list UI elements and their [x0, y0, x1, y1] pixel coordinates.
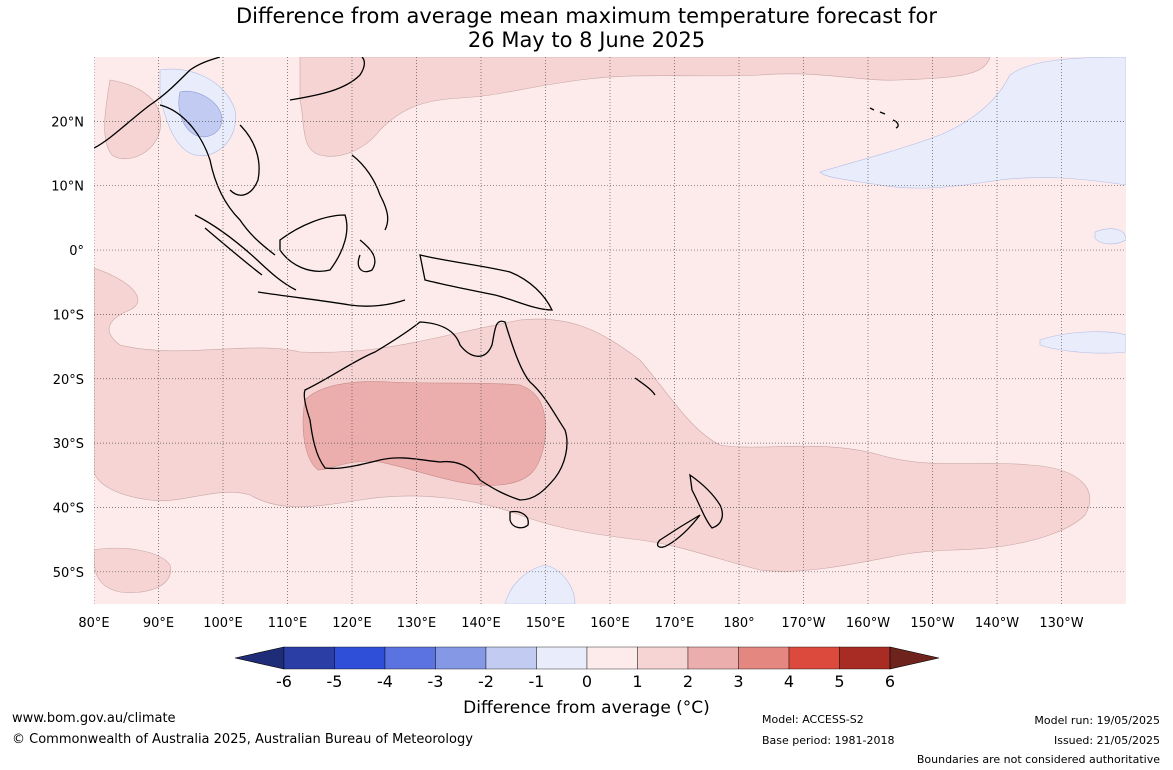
- coastline-new-zealand-south: [656, 514, 701, 548]
- colorbar-bin: [384, 646, 436, 670]
- colorbar-over-extension: [889, 646, 940, 670]
- latitude-label: 50°S: [53, 566, 84, 581]
- colorbar-bin: [586, 646, 638, 670]
- longitude-label: 180°: [723, 616, 754, 631]
- anomaly-region-1-to-2-southwest: [94, 547, 171, 593]
- latitude-label: 40°S: [53, 501, 84, 516]
- coastline-sulawesi-philippines: [351, 154, 389, 273]
- colorbar-under-extension: [234, 646, 285, 670]
- colorbar-tick-label: 3: [733, 672, 743, 691]
- colorbar-tick-label: 0: [582, 672, 592, 691]
- title-line-1: Difference from average mean maximum tem…: [236, 4, 937, 28]
- disclaimer-text: Boundaries are not considered authoritat…: [916, 753, 1160, 766]
- colorbar-tick-label: -5: [327, 672, 343, 691]
- colorbar-bin: [637, 646, 689, 670]
- base-period-text: Base period: 1981-2018: [762, 734, 895, 747]
- anomaly-region-1-to-2-south-pacific: [94, 267, 1091, 572]
- latitude-label: 0°: [69, 244, 84, 259]
- longitude-label: 120°E: [332, 616, 372, 631]
- colorbar-bin: [788, 646, 840, 670]
- colorbar-tick-label: -6: [276, 672, 292, 691]
- website-text: www.bom.gov.au/climate: [12, 711, 176, 726]
- colorbar-bin: [334, 646, 386, 670]
- map-title: Difference from average mean maximum tem…: [0, 4, 1173, 52]
- colorbar-bin: [283, 646, 335, 670]
- latitude-label: 20°S: [53, 373, 84, 388]
- colorbar: [234, 646, 940, 670]
- latitude-labels: 20°N 10°N 0° 10°S 20°S 30°S 40°S 50°S: [51, 115, 84, 580]
- colorbar-tick-labels: -6 -5 -4 -3 -2 -1 0 1 2 3 4 5 6: [276, 672, 895, 691]
- coastline-hawaii: [869, 107, 899, 129]
- coastline-new-guinea: [419, 254, 554, 311]
- longitude-labels: 80°E 90°E 100°E 110°E 120°E 130°E 140°E 150°E 16…: [78, 616, 1083, 631]
- colorbar-tick-label: 4: [784, 672, 794, 691]
- anomaly-region-minus-1-to-0-north-pacific: [819, 57, 1126, 189]
- colorbar-bin: [435, 646, 487, 670]
- longitude-label: 100°E: [203, 616, 243, 631]
- colorbar-tick-label: 2: [683, 672, 693, 691]
- latitude-label: 20°N: [51, 115, 84, 130]
- title-line-2: 26 May to 8 June 2025: [467, 28, 706, 52]
- model-text: Model: ACCESS-S2: [762, 713, 864, 726]
- graticule: [94, 57, 1126, 604]
- longitude-label: 130°W: [1039, 616, 1083, 631]
- longitude-label: 150°E: [526, 616, 566, 631]
- latitude-label: 10°S: [53, 308, 84, 323]
- colorbar-tick-label: 6: [885, 672, 895, 691]
- longitude-label: 170°W: [781, 616, 825, 631]
- longitude-label: 170°E: [655, 616, 695, 631]
- colorbar-bin: [687, 646, 739, 670]
- longitude-label: 130°E: [397, 616, 437, 631]
- longitude-label: 160°W: [846, 616, 890, 631]
- coastline-borneo: [279, 214, 348, 272]
- longitude-label: 140°W: [975, 616, 1019, 631]
- colorbar-tick-label: 1: [632, 672, 642, 691]
- longitude-label: 90°E: [143, 616, 174, 631]
- coastline-tasmania: [509, 510, 529, 529]
- longitude-label: 150°W: [910, 616, 954, 631]
- issued-text: Issued: 21/05/2025: [1053, 734, 1160, 747]
- anomaly-region-1-to-2-north-pacific: [299, 57, 991, 157]
- colorbar-tick-label: 5: [834, 672, 844, 691]
- anomaly-region-minus-1-to-0-southern-ocean: [504, 564, 576, 604]
- coastlines: [94, 57, 899, 548]
- colorbar-tick-label: -1: [529, 672, 545, 691]
- colorbar-bin: [738, 646, 790, 670]
- longitude-label: 140°E: [461, 616, 501, 631]
- colorbar-bin: [839, 646, 891, 670]
- longitude-label: 80°E: [78, 616, 109, 631]
- longitude-label: 160°E: [590, 616, 630, 631]
- coastline-new-caledonia: [634, 377, 656, 396]
- longitude-label: 110°E: [268, 616, 308, 631]
- coastline-sumatra: [194, 214, 297, 291]
- colorbar-tick-label: -2: [478, 672, 494, 691]
- anomaly-region-minus-2-to-minus-1-myanmar: [178, 90, 223, 138]
- colorbar-tick-label: -3: [428, 672, 444, 691]
- model-run-text: Model run: 19/05/2025: [1034, 714, 1160, 727]
- colorbar-title: Difference from average (°C): [463, 698, 710, 718]
- map-plot-area: [94, 57, 1126, 604]
- coastline-asia: [94, 57, 366, 256]
- latitude-label: 30°S: [53, 437, 84, 452]
- latitude-label: 10°N: [51, 180, 84, 195]
- coastline-java: [257, 291, 406, 307]
- colorbar-bin: [536, 646, 588, 670]
- colorbar-bin: [485, 646, 537, 670]
- copyright-text: © Commonwealth of Australia 2025, Austra…: [12, 732, 473, 747]
- coastline-australia: [303, 320, 568, 501]
- anomaly-region-minus-1-to-0-east-south-pacific: [1039, 331, 1126, 354]
- anomaly-region-minus-1-to-0-near-equator: [1094, 228, 1126, 245]
- colorbar-tick-label: -4: [377, 672, 393, 691]
